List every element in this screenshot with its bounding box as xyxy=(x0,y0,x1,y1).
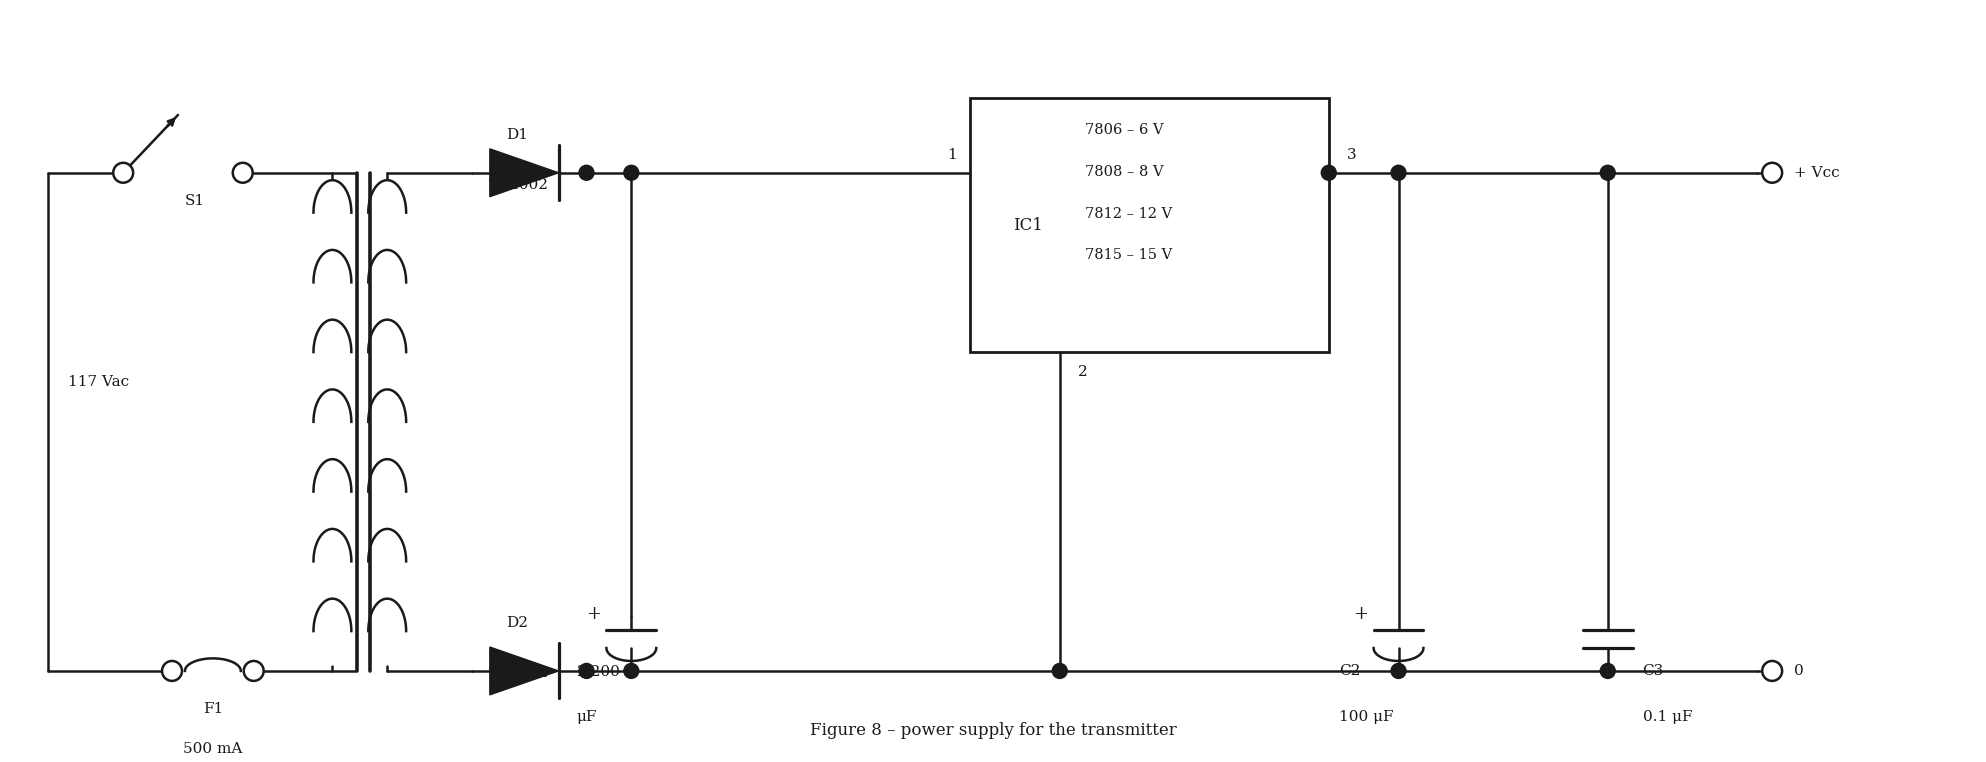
FancyBboxPatch shape xyxy=(969,98,1329,352)
Circle shape xyxy=(1601,165,1615,181)
Text: + Vcc: + Vcc xyxy=(1793,166,1839,180)
Text: 0: 0 xyxy=(1793,664,1803,678)
Circle shape xyxy=(580,664,594,678)
Circle shape xyxy=(244,661,264,681)
Text: 500 mA: 500 mA xyxy=(183,741,242,756)
Polygon shape xyxy=(491,647,558,695)
Text: 7815 – 15 V: 7815 – 15 V xyxy=(1084,248,1172,262)
Text: C2: C2 xyxy=(1339,664,1360,678)
Text: D2: D2 xyxy=(506,616,528,630)
Text: 117 Vac: 117 Vac xyxy=(68,375,129,389)
Polygon shape xyxy=(491,149,558,197)
Circle shape xyxy=(624,664,639,678)
Text: Figure 8 – power supply for the transmitter: Figure 8 – power supply for the transmit… xyxy=(810,722,1176,739)
Text: +: + xyxy=(586,605,602,623)
Circle shape xyxy=(163,661,183,681)
Text: 3: 3 xyxy=(1347,148,1356,162)
Circle shape xyxy=(1321,165,1337,181)
Text: 7806 – 6 V: 7806 – 6 V xyxy=(1084,123,1164,137)
Text: 1: 1 xyxy=(947,148,957,162)
Circle shape xyxy=(624,165,639,181)
Circle shape xyxy=(580,165,594,181)
Text: 1N4002: 1N4002 xyxy=(487,178,548,192)
Text: 7812 – 12 V: 7812 – 12 V xyxy=(1084,207,1172,221)
Circle shape xyxy=(1390,664,1406,678)
Text: 2,200: 2,200 xyxy=(576,664,620,678)
Circle shape xyxy=(1762,163,1781,183)
Circle shape xyxy=(1390,165,1406,181)
Circle shape xyxy=(1601,664,1615,678)
Text: 2: 2 xyxy=(1078,365,1088,379)
Text: C3: C3 xyxy=(1642,664,1664,678)
Text: D1: D1 xyxy=(506,128,528,142)
Text: +: + xyxy=(1352,605,1368,623)
Text: IC1: IC1 xyxy=(1013,216,1043,234)
Text: S1: S1 xyxy=(185,194,205,208)
Text: F1: F1 xyxy=(203,702,222,716)
Text: 0.1 μF: 0.1 μF xyxy=(1642,709,1692,724)
Text: 7808 – 8 V: 7808 – 8 V xyxy=(1084,165,1164,179)
Text: μF: μF xyxy=(576,709,598,724)
Circle shape xyxy=(1762,661,1781,681)
Circle shape xyxy=(1053,664,1066,678)
Text: 100 μF: 100 μF xyxy=(1339,709,1394,724)
Circle shape xyxy=(232,163,252,183)
Text: 1N4002: 1N4002 xyxy=(487,666,548,680)
Circle shape xyxy=(113,163,133,183)
